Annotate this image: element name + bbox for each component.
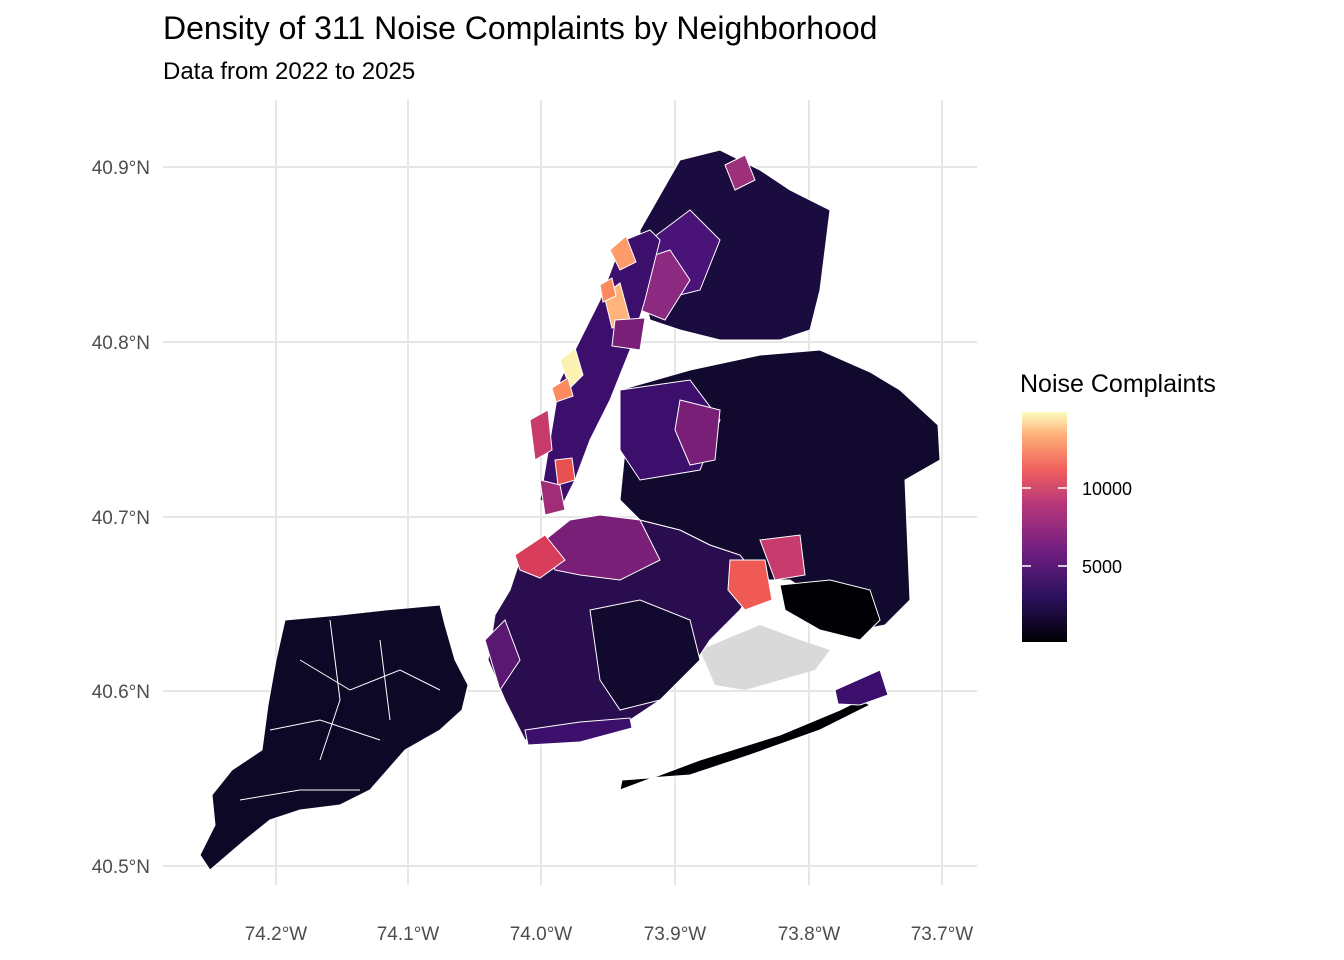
region-jfk — [779, 579, 881, 641]
region-chelsea — [554, 457, 576, 486]
y-tick-label: 40.5°N — [92, 857, 150, 878]
legend-label-10000: 10000 — [1082, 479, 1132, 499]
region-rockaways-east — [834, 669, 889, 706]
region-brooklyn-brighton — [524, 717, 633, 746]
region-brooklyn-south — [589, 599, 701, 711]
x-axis: 74.2°W 74.1°W 74.0°W 73.9°W 73.8°W 73.7°… — [245, 924, 974, 945]
region-queens-jamaica — [727, 559, 773, 611]
legend-title: Noise Complaints — [1020, 370, 1216, 398]
region-harlem-east — [611, 317, 646, 351]
chart-subtitle: Data from 2022 to 2025 — [163, 58, 416, 85]
region-staten-island — [199, 604, 469, 871]
legend-colorbar — [1022, 412, 1067, 642]
y-tick-label: 40.9°N — [92, 158, 150, 179]
region-staten-island-interior — [239, 619, 441, 801]
region-brooklyn-coney — [484, 619, 521, 692]
x-tick-label: 74.1°W — [377, 924, 440, 945]
region-midtown — [529, 409, 553, 461]
legend-label-5000: 5000 — [1082, 557, 1122, 577]
y-axis: 40.9°N 40.8°N 40.7°N 40.6°N 40.5°N — [92, 158, 150, 878]
x-tick-label: 74.2°W — [245, 924, 308, 945]
x-tick-label: 73.7°W — [911, 924, 974, 945]
map-regions — [199, 149, 941, 871]
region-bronx-north — [724, 154, 756, 191]
region-jamaica-bay — [700, 625, 830, 690]
y-tick-label: 40.6°N — [92, 682, 150, 703]
region-lower-manhattan — [539, 479, 566, 516]
region-harlem-north — [609, 235, 637, 271]
x-tick-label: 73.8°W — [778, 924, 841, 945]
region-rockaways — [619, 699, 872, 791]
region-brooklyn-north — [514, 534, 566, 579]
region-brooklyn-west — [544, 514, 661, 581]
region-harlem-central — [599, 277, 617, 303]
chart-title: Density of 311 Noise Complaints by Neigh… — [163, 10, 878, 46]
region-queens-astoria — [674, 399, 721, 466]
region-upper-west-side-2 — [551, 377, 574, 403]
region-queens-richmond — [759, 534, 806, 581]
y-tick-label: 40.8°N — [92, 333, 150, 354]
legend: 10000 5000 — [1022, 412, 1132, 642]
x-tick-label: 74.0°W — [510, 924, 573, 945]
y-tick-label: 40.7°N — [92, 508, 150, 529]
x-tick-label: 73.9°W — [644, 924, 707, 945]
